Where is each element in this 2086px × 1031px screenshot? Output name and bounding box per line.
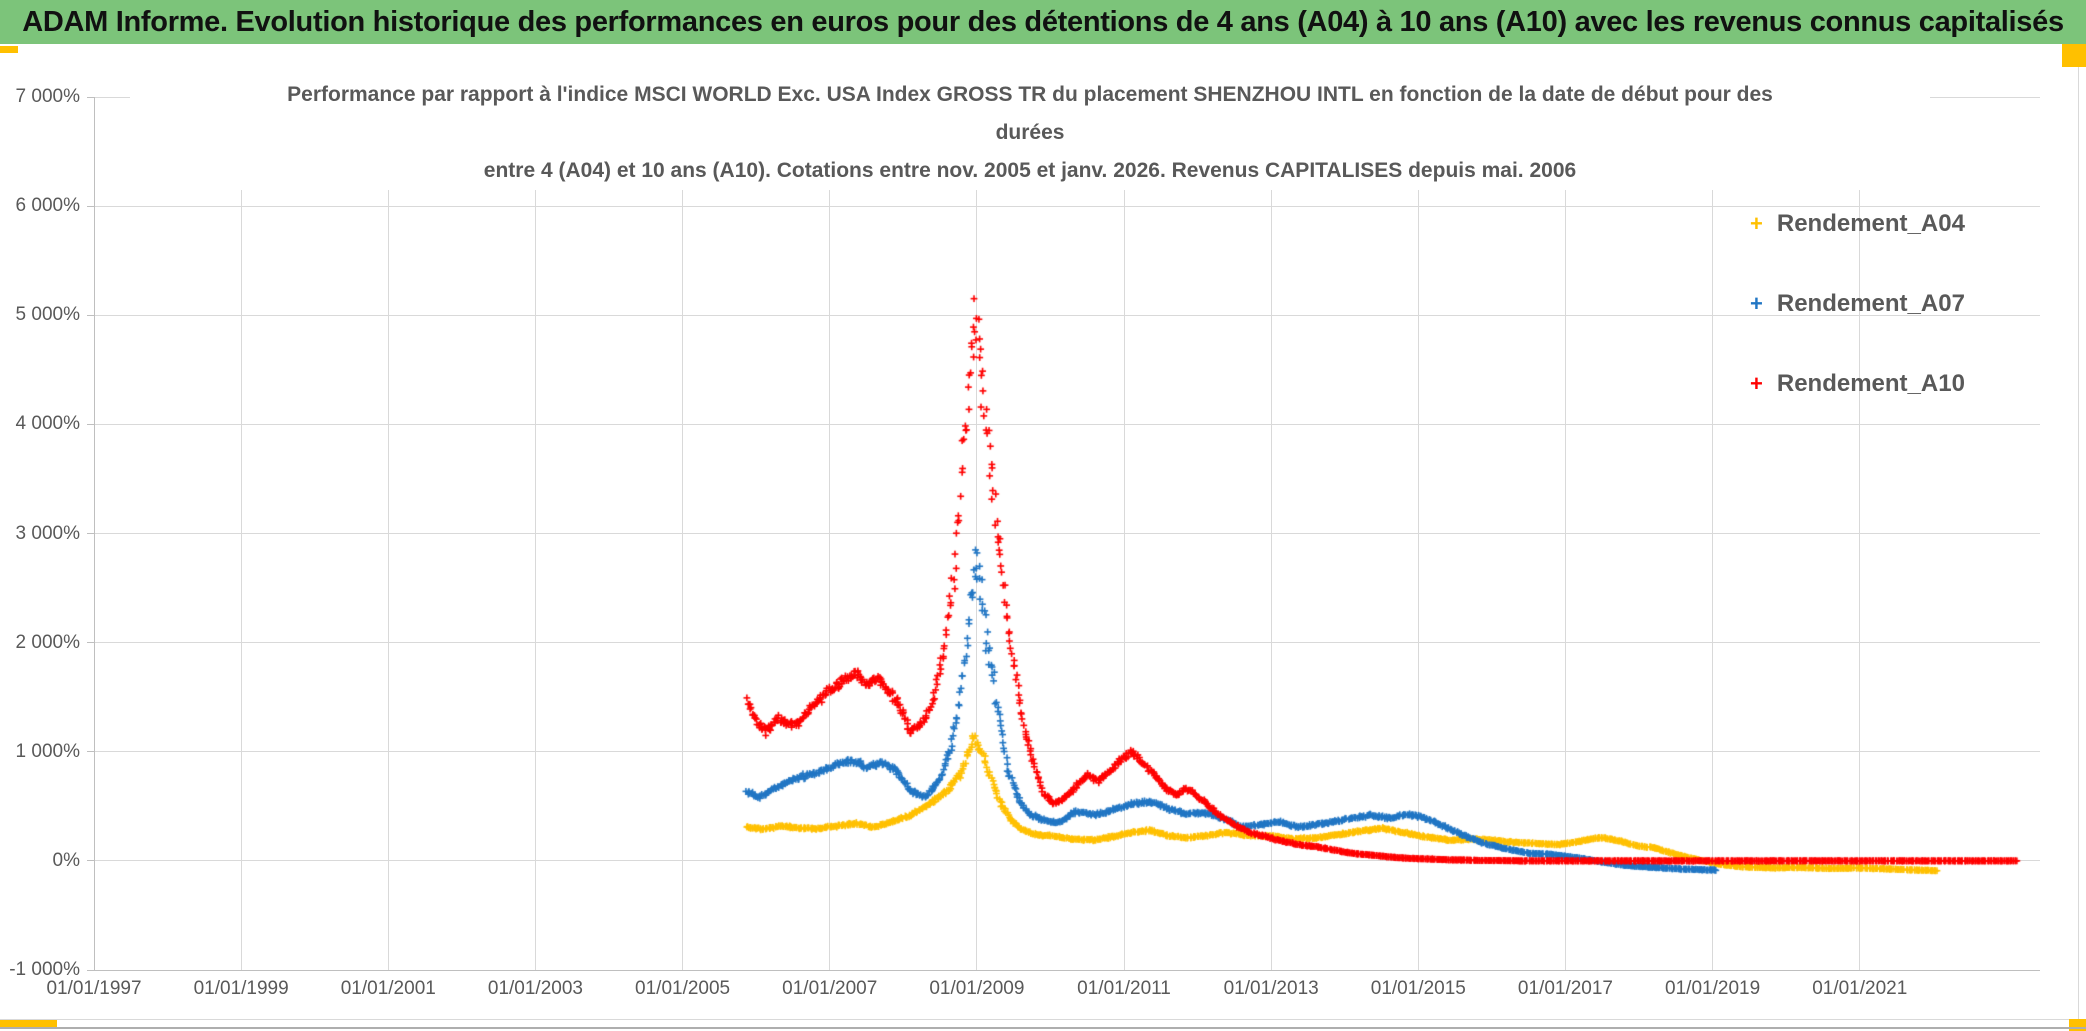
chart-title-line-3: entre 4 (A04) et 10 ans (A10). Cotations… — [483, 159, 1577, 182]
legend-item-rendement-a10[interactable]: + Rendement_A10 — [1750, 362, 1965, 406]
plus-marker-icon: + — [1750, 211, 1763, 236]
chart-title-line-1: Performance par rapport à l'indice MSCI … — [287, 83, 1773, 106]
legend-label: Rendement_A04 — [1776, 210, 1965, 237]
chart-title-line-2: durées — [995, 121, 1065, 144]
plus-marker-icon: + — [1750, 291, 1763, 316]
plus-marker-icon: + — [1750, 371, 1763, 396]
sheet-row-gridline — [0, 1019, 2086, 1020]
legend-label: Rendement_A10 — [1776, 370, 1965, 397]
legend-item-rendement-a04[interactable]: + Rendement_A04 — [1750, 202, 1965, 246]
accent-bottom-left — [0, 1020, 57, 1028]
sheet-bottom-edge — [0, 1027, 2086, 1029]
chart-title: Performance par rapport à l'indice MSCI … — [130, 76, 1930, 190]
legend-item-rendement-a07[interactable]: + Rendement_A07 — [1750, 282, 1965, 326]
accent-bottom-right — [2069, 1019, 2086, 1031]
legend-label: Rendement_A07 — [1776, 290, 1965, 317]
